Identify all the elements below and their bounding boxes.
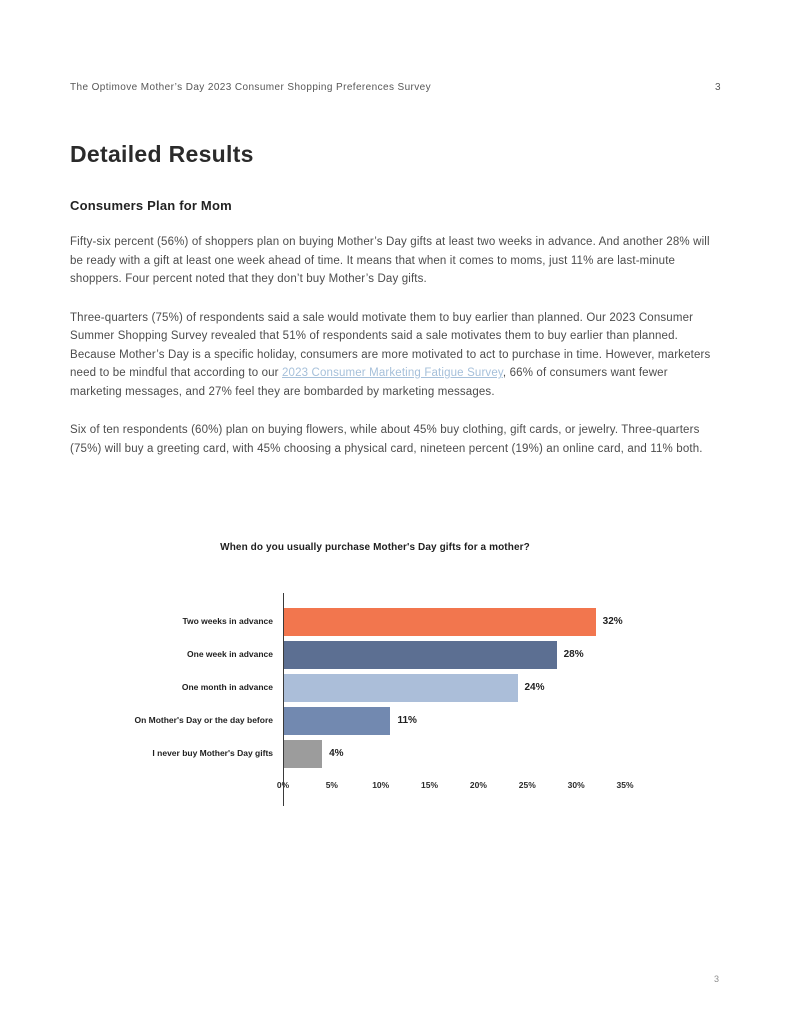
chart-bar: [283, 739, 323, 768]
x-axis-tick-label: 10%: [372, 780, 390, 790]
paragraph-2-text-before: Three-quarters (75%) of respondents said…: [70, 311, 711, 380]
paragraph-2-text-after: , 66% of consumers want fewer marketing …: [70, 367, 668, 398]
x-axis-tick-label: 20%: [469, 780, 487, 790]
chart-value-label: 11%: [397, 715, 417, 726]
chart-bar: [283, 640, 557, 669]
x-axis-tick-label: 30%: [567, 780, 585, 790]
chart-value-label: 24%: [524, 682, 545, 693]
footer-page-number: 3: [713, 974, 719, 984]
x-axis-tick-label: 25%: [518, 780, 536, 790]
paragraph-1: Fifty-six percent (56%) of shoppers plan…: [70, 236, 710, 285]
chart-row: One month in advance 24%: [125, 671, 625, 704]
chart-bar-area: 28%: [283, 640, 625, 669]
chart-x-axis: 0% 5% 10% 15% 20% 25% 30% 35%: [277, 780, 634, 794]
page-title: Detailed Results: [70, 141, 254, 167]
page-content: The Optimove Mother’s Day 2023 Consumer …: [70, 82, 721, 806]
paragraph-3: Six of ten respondents (60%) plan on buy…: [70, 424, 703, 455]
chart-category-label: I never buy Mother's Day gifts: [152, 747, 273, 758]
document-header: The Optimove Mother’s Day 2023 Consumer …: [70, 82, 721, 93]
chart-row: I never buy Mother's Day gifts 4%: [125, 737, 625, 770]
chart-row: Two weeks in advance 32%: [125, 605, 625, 638]
x-axis-tick-label: 15%: [421, 780, 439, 790]
chart-category-label: Two weeks in advance: [182, 615, 273, 626]
chart-title: When do you usually purchase Mother's Da…: [220, 542, 530, 553]
chart-bar-area: 24%: [283, 673, 625, 702]
header-title: The Optimove Mother’s Day 2023 Consumer …: [70, 82, 432, 93]
chart-value-label: 28%: [563, 649, 584, 660]
x-axis-tick-label: 0%: [276, 780, 290, 790]
chart-category-label: One month in advance: [181, 681, 273, 692]
paragraph-2: Three-quarters (75%) of respondents said…: [70, 309, 721, 402]
chart-value-label: 4%: [329, 748, 344, 759]
chart-bar-area: 32%: [283, 607, 625, 636]
chart-value-label: 32%: [602, 616, 623, 627]
chart-row: On Mother's Day or the day before 11%: [125, 704, 625, 737]
chart-row: One week in advance 28%: [125, 638, 625, 671]
chart-bar-area: 4%: [283, 739, 625, 768]
chart-rows: Two weeks in advance 32% One week in advan…: [125, 605, 625, 770]
chart-bar: [283, 673, 518, 702]
bar-chart: When do you usually purchase Mother's Da…: [125, 542, 634, 806]
fatigue-survey-link[interactable]: 2023 Consumer Marketing Fatigue Survey: [282, 367, 503, 379]
y-axis-line: [283, 593, 284, 806]
x-axis-tick-label: 35%: [616, 780, 634, 790]
chart-category-label: On Mother's Day or the day before: [134, 714, 273, 725]
chart-bar: [283, 607, 596, 636]
chart-category-label: One week in advance: [187, 648, 273, 659]
chart-bar-area: 11%: [283, 706, 625, 735]
section-heading: Consumers Plan for Mom: [70, 198, 232, 213]
header-page-number: 3: [715, 82, 721, 93]
chart-body: Two weeks in advance 32% One week in advan…: [125, 593, 634, 806]
chart-bar: [283, 706, 391, 735]
x-axis-tick-label: 5%: [325, 780, 338, 790]
